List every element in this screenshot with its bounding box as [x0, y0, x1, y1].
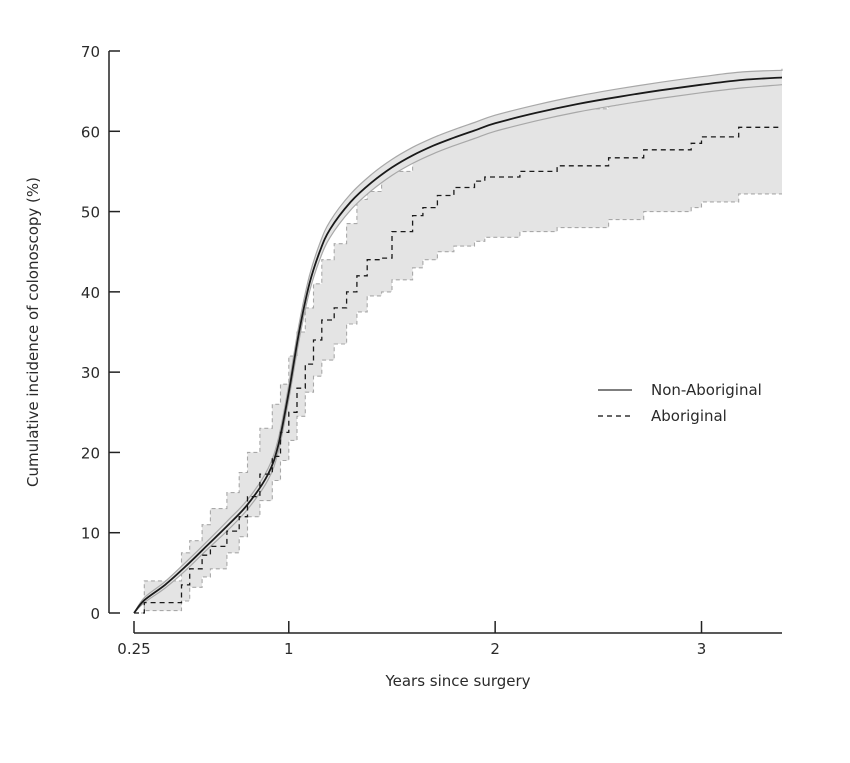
y-tick-label: 60	[81, 123, 100, 141]
x-axis-title: Years since surgery	[384, 672, 530, 690]
y-tick-label: 50	[81, 204, 100, 222]
legend-label-non-aboriginal: Non-Aboriginal	[651, 381, 762, 399]
x-tick-label: 1	[284, 640, 294, 658]
y-axis: 0 10 20 30 40 50 60 70	[81, 43, 120, 623]
ci-lower-aboriginal	[134, 193, 782, 614]
y-tick-label: 10	[81, 525, 100, 543]
series-line-aboriginal	[134, 126, 782, 614]
x-ticks: 0.25 1 2 3	[117, 621, 706, 658]
ci-lower-non-aboriginal	[133, 84, 783, 614]
confidence-bands	[133, 68, 783, 614]
ci-upper-non-aboriginal	[133, 69, 783, 614]
y-tick-label: 0	[90, 605, 100, 623]
legend: Non-Aboriginal Aboriginal	[598, 381, 762, 425]
x-tick-label: 0.25	[117, 640, 150, 658]
series-line-non-aboriginal	[133, 76, 783, 614]
x-tick-label: 2	[490, 640, 500, 658]
y-tick-label: 20	[81, 444, 100, 462]
ci-band-aboriginal	[134, 68, 782, 613]
y-tick-label: 40	[81, 284, 100, 302]
x-tick-label: 3	[697, 640, 707, 658]
legend-label-aboriginal: Aboriginal	[651, 407, 727, 425]
y-tick-label: 30	[81, 364, 100, 382]
series-lines	[133, 76, 783, 614]
y-ticks: 0 10 20 30 40 50 60 70	[81, 43, 120, 623]
y-tick-label: 70	[81, 43, 100, 61]
x-axis: 0.25 1 2 3	[117, 621, 782, 658]
ci-upper-aboriginal	[134, 68, 783, 614]
y-axis-title: Cumulative incidence of colonoscopy (%)	[24, 177, 42, 487]
